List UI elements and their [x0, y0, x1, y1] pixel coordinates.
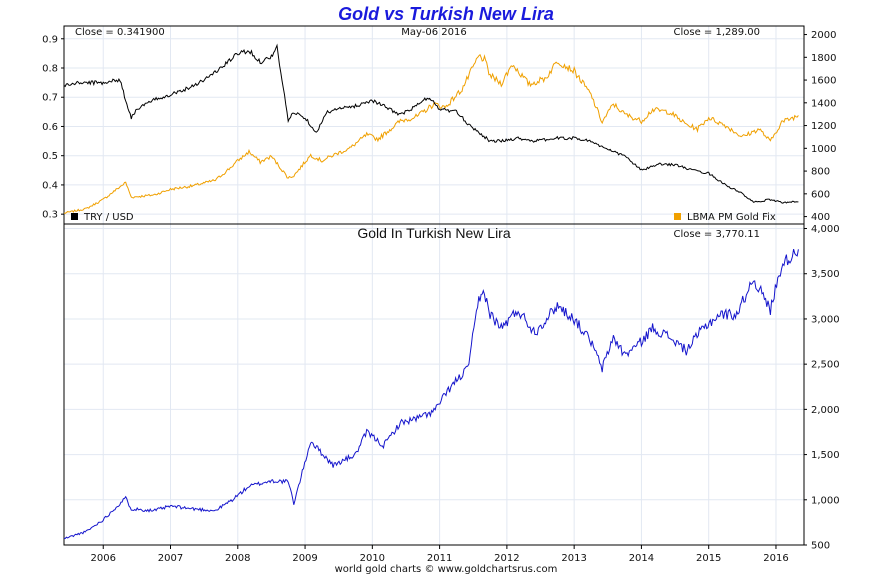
top-right-tick-label-2000: 2000	[811, 30, 836, 41]
x-tick-label-2014: 2014	[629, 553, 654, 564]
x-tick-label-2007: 2007	[158, 553, 183, 564]
top-right-tick-label-1600: 1600	[811, 76, 836, 87]
top-right-tick-label-1000: 1000	[811, 144, 836, 155]
top-right-tick-label-1400: 1400	[811, 98, 836, 109]
left-close-label: Close = 0.341900	[75, 27, 165, 38]
bottom-right-tick-label-4,000: 4,000	[811, 224, 840, 235]
top-left-tick-label-0.3: 0.3	[42, 210, 58, 221]
x-tick-label-2012: 2012	[494, 553, 519, 564]
top-left-tick-label-0.7: 0.7	[42, 93, 58, 104]
top-right-axis: 400 600 800 1000 1200 1400 1600 1800 2000	[804, 30, 836, 223]
bottom-right-tick-label-1,000: 1,000	[811, 495, 840, 506]
top-right-tick-label-400: 400	[811, 212, 830, 223]
x-tick-label-2015: 2015	[696, 553, 721, 564]
bottom-series	[63, 248, 799, 540]
top-left-tick-label-0.5: 0.5	[42, 151, 58, 162]
footer-credit: world gold charts © www.goldchartsrus.co…	[335, 564, 558, 575]
bottom-right-axis: 500 1,000 1,500 2,000 2,500 3,000 3,500 4,000	[804, 224, 840, 552]
x-tick-label-2009: 2009	[292, 553, 317, 564]
top-left-tick-label-0.9: 0.9	[42, 34, 58, 45]
x-tick-label-2011: 2011	[427, 553, 452, 564]
series-line-gold-fix	[63, 53, 799, 214]
series-line-try-usd	[63, 43, 799, 204]
right-close-label: Close = 1,289.00	[673, 27, 760, 38]
x-tick-label-2013: 2013	[561, 553, 586, 564]
date-label: May-06 2016	[401, 27, 466, 38]
series-line-gold-in-lira	[63, 248, 799, 540]
top-left-axis: 0.3 0.4 0.5 0.6 0.7 0.8 0.9	[42, 34, 64, 221]
bottom-panel-title: Gold In Turkish New Lira	[357, 225, 510, 241]
bottom-panel: 500 1,000 1,500 2,000 2,500 3,000 3,500 4,000 G…	[63, 223, 840, 564]
legend-label-gold-fix: LBMA PM Gold Fix	[687, 212, 776, 223]
x-tick-label-2008: 2008	[225, 553, 250, 564]
top-right-tick-label-600: 600	[811, 189, 830, 200]
top-right-tick-label-800: 800	[811, 167, 830, 178]
bottom-right-tick-label-2,000: 2,000	[811, 405, 840, 416]
legend-swatch-gold-fix	[674, 213, 681, 220]
top-left-tick-label-0.8: 0.8	[42, 64, 58, 75]
bottom-close-label: Close = 3,770.11	[673, 229, 760, 240]
top-series	[63, 43, 799, 214]
x-tick-label-2016: 2016	[763, 553, 788, 564]
legend-swatch-try-usd	[71, 213, 78, 220]
bottom-right-tick-label-500: 500	[811, 541, 830, 552]
top-right-tick-label-1200: 1200	[811, 121, 836, 132]
top-left-tick-label-0.6: 0.6	[42, 122, 58, 133]
bottom-right-tick-label-1,500: 1,500	[811, 450, 840, 461]
bottom-right-tick-label-3,000: 3,000	[811, 314, 840, 325]
bottom-panel-frame	[63, 223, 805, 546]
x-tick-label-2010: 2010	[360, 553, 385, 564]
top-left-tick-label-0.4: 0.4	[42, 180, 58, 191]
bottom-right-tick-label-2,500: 2,500	[811, 360, 840, 371]
chart-title: Gold vs Turkish New Lira	[338, 4, 554, 24]
legend-label-try-usd: TRY / USD	[83, 212, 134, 223]
bottom-right-tick-label-3,500: 3,500	[811, 269, 840, 280]
x-axis: 2006 2007 2008 2009 2010 2011 2012 2013 2014 2015…	[91, 545, 789, 564]
x-tick-label-2006: 2006	[91, 553, 116, 564]
top-panel: 0.3 0.4 0.5 0.6 0.7 0.8 0.9 400 600 800 1000 1200 1…	[42, 25, 836, 225]
top-right-tick-label-1800: 1800	[811, 53, 836, 64]
